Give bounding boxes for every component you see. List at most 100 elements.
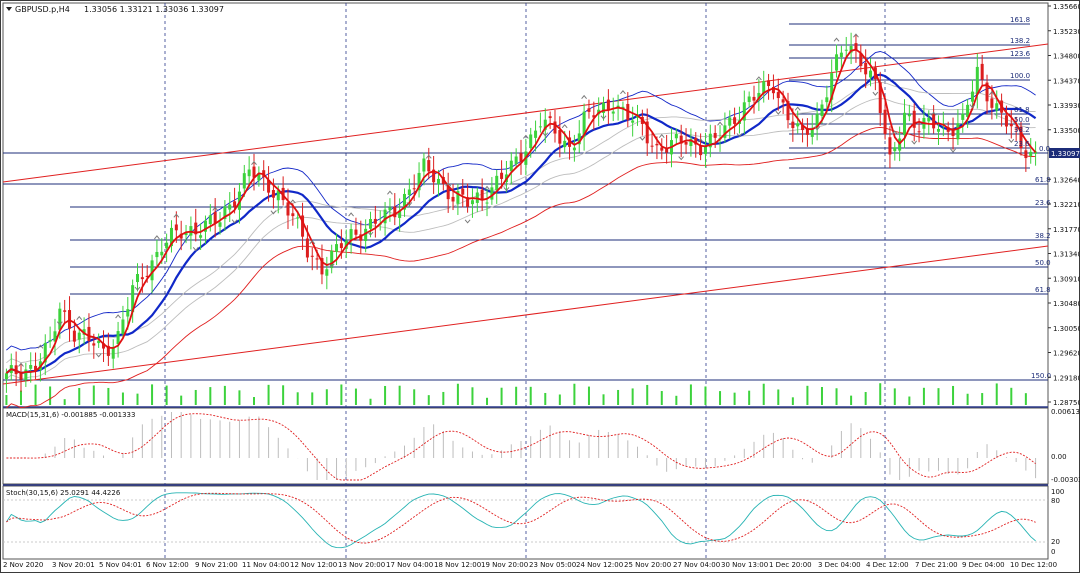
candle[interactable] — [679, 124, 683, 158]
candle[interactable] — [1024, 139, 1028, 172]
candle[interactable] — [218, 211, 222, 235]
candle[interactable] — [859, 44, 863, 73]
candle[interactable] — [558, 116, 562, 158]
candle[interactable] — [373, 205, 377, 238]
candle[interactable] — [500, 160, 504, 189]
trend-channel[interactable] — [2, 43, 1049, 385]
candle[interactable] — [388, 198, 392, 222]
candle[interactable] — [893, 141, 897, 161]
candle[interactable] — [752, 85, 756, 114]
candle[interactable] — [650, 132, 654, 153]
candle[interactable] — [786, 92, 790, 129]
candle[interactable] — [538, 112, 542, 133]
candle[interactable] — [131, 279, 135, 323]
candle[interactable] — [592, 101, 596, 130]
candle[interactable] — [572, 134, 576, 162]
candle[interactable] — [990, 85, 994, 120]
candle[interactable] — [330, 244, 334, 274]
candle[interactable] — [689, 128, 693, 157]
candle[interactable] — [461, 178, 465, 208]
candle[interactable] — [495, 169, 499, 204]
candle[interactable] — [1019, 121, 1023, 156]
candle[interactable] — [776, 78, 780, 111]
candle[interactable] — [936, 115, 940, 145]
candle[interactable] — [1029, 138, 1033, 164]
candle[interactable] — [757, 79, 761, 112]
candle[interactable] — [509, 152, 513, 185]
candle[interactable] — [674, 128, 678, 145]
candle[interactable] — [252, 153, 256, 191]
candle[interactable] — [97, 333, 101, 348]
candle[interactable] — [694, 132, 698, 158]
candle[interactable] — [106, 332, 110, 366]
candle[interactable] — [553, 109, 557, 143]
candle[interactable] — [402, 188, 406, 217]
candle[interactable] — [470, 188, 474, 218]
candle[interactable] — [514, 148, 518, 169]
candle[interactable] — [805, 118, 809, 147]
candle[interactable] — [310, 247, 314, 271]
candle[interactable] — [966, 99, 970, 129]
candle[interactable] — [864, 49, 868, 89]
candle[interactable] — [878, 71, 882, 126]
candle[interactable] — [242, 164, 246, 197]
time-axis[interactable]: 2 Nov 2020 3 Nov 20:01 5 Nov 04:01 6 Nov 12… — [3, 561, 1057, 569]
candle[interactable] — [980, 54, 984, 87]
candle[interactable] — [956, 109, 960, 146]
candle[interactable] — [213, 198, 217, 238]
candle[interactable] — [325, 256, 329, 290]
candle[interactable] — [830, 59, 834, 113]
candle[interactable] — [102, 330, 106, 362]
candle[interactable] — [932, 105, 936, 134]
candle[interactable] — [446, 172, 450, 213]
candle[interactable] — [529, 127, 533, 158]
candle[interactable] — [451, 184, 455, 211]
candle[interactable] — [902, 99, 907, 149]
candle[interactable] — [519, 139, 523, 175]
candle[interactable] — [888, 126, 892, 169]
candle[interactable] — [631, 106, 635, 137]
candle[interactable] — [796, 110, 800, 134]
candle[interactable] — [398, 198, 402, 232]
candle[interactable] — [844, 36, 848, 59]
candle[interactable] — [247, 156, 251, 188]
candle[interactable] — [1004, 105, 1008, 134]
chevron-down-icon[interactable] — [6, 7, 12, 11]
price-axis[interactable]: 1.35660 1.35230 1.34800 1.34370 1.33930 1.335… — [1048, 3, 1080, 407]
candle[interactable] — [53, 318, 57, 356]
candle[interactable] — [849, 32, 853, 65]
candle[interactable] — [480, 178, 484, 211]
candle[interactable] — [456, 183, 460, 216]
candle[interactable] — [267, 166, 271, 202]
candle[interactable] — [606, 89, 610, 125]
candle[interactable] — [1034, 141, 1038, 166]
candle[interactable] — [835, 44, 839, 78]
candle[interactable] — [228, 192, 232, 222]
candle[interactable] — [747, 91, 751, 108]
candle[interactable] — [199, 223, 203, 250]
candle[interactable] — [815, 102, 819, 141]
candle[interactable] — [927, 110, 931, 135]
candle[interactable] — [135, 263, 140, 292]
candle[interactable] — [869, 58, 873, 87]
candle[interactable] — [320, 244, 324, 285]
candle[interactable] — [791, 108, 795, 142]
candle[interactable] — [1009, 110, 1013, 139]
candle[interactable] — [121, 305, 125, 340]
candle[interactable] — [762, 70, 766, 103]
candle[interactable] — [703, 132, 707, 168]
candle[interactable] — [349, 223, 353, 254]
candle[interactable] — [801, 118, 805, 143]
candle[interactable] — [29, 352, 33, 383]
candle[interactable] — [169, 220, 173, 253]
candle[interactable] — [1014, 116, 1018, 141]
macd-pane[interactable] — [2, 407, 1049, 485]
candle[interactable] — [699, 133, 703, 161]
candle[interactable] — [975, 53, 979, 109]
candle[interactable] — [393, 193, 397, 226]
candle[interactable] — [63, 299, 67, 323]
candle[interactable] — [548, 111, 552, 129]
candle[interactable] — [436, 169, 440, 197]
candle[interactable] — [72, 319, 76, 348]
